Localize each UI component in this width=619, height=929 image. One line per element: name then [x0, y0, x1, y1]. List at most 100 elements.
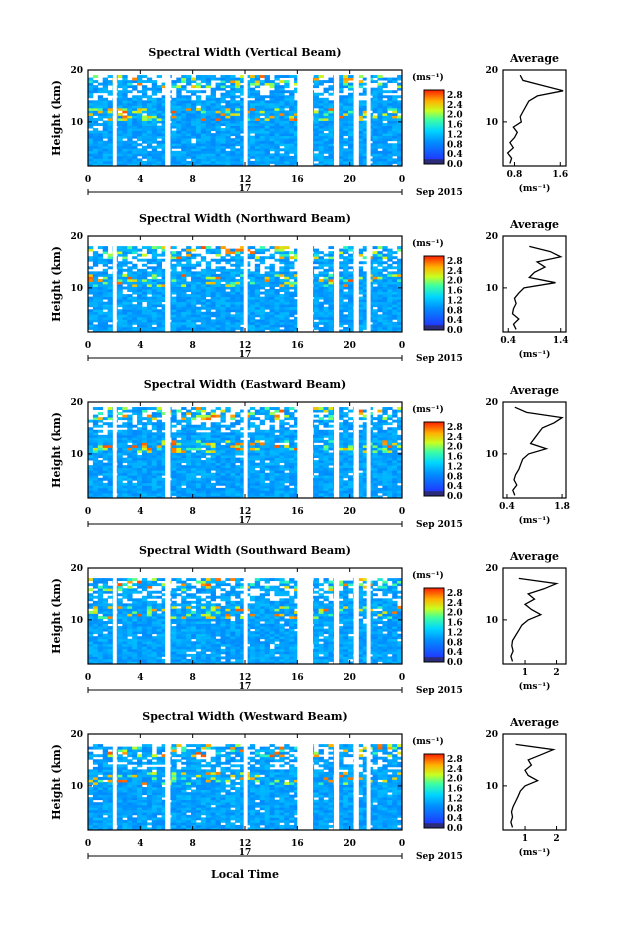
heatmap-cell — [220, 470, 226, 474]
heatmap-cell — [141, 120, 148, 124]
heatmap-cell — [377, 130, 383, 134]
heatmap-cell — [195, 82, 202, 86]
heatmap-cell — [279, 480, 285, 484]
heatmap-cell — [137, 135, 143, 139]
heatmap-cell — [294, 495, 300, 499]
heatmap-cell — [245, 273, 251, 277]
heatmap-cell — [102, 487, 109, 491]
heatmap-cell — [127, 329, 133, 333]
heatmap-cell — [235, 82, 241, 86]
heatmap-cell — [161, 289, 167, 292]
heatmap-cell — [210, 326, 216, 330]
heatmap-cell — [107, 329, 113, 333]
heatmap-cell — [392, 492, 398, 496]
heatmap-cell — [274, 251, 280, 255]
heatmap-cell — [338, 130, 344, 134]
heatmap-cell — [343, 296, 349, 300]
heatmap-cell — [377, 294, 383, 298]
heatmap-cell — [181, 248, 187, 252]
heatmap-cell — [186, 289, 192, 292]
heatmap-cell — [102, 284, 109, 287]
colorbar-tick-label: 1.2 — [447, 130, 463, 140]
heatmap-cell — [235, 123, 241, 126]
heatmap-cell — [279, 289, 285, 292]
heatmap-cell — [122, 163, 128, 167]
heatmap-cell — [284, 326, 290, 330]
heatmap-cell — [249, 276, 256, 280]
heatmap-cell — [146, 258, 153, 262]
heatmap-cell — [132, 276, 138, 280]
heatmap-cell — [92, 128, 99, 132]
heatmap-cell — [205, 246, 212, 250]
heatmap-cell — [141, 324, 148, 328]
heatmap-cell — [387, 263, 393, 267]
heatmap-cell — [328, 286, 334, 290]
heatmap-cell — [230, 329, 236, 333]
heatmap-cell — [210, 145, 216, 149]
heatmap-cell — [151, 304, 158, 308]
x-axis-label: Local Time — [211, 868, 279, 881]
heatmap-cell — [122, 92, 128, 96]
heatmap-cell — [362, 105, 369, 109]
heatmap-cell — [294, 470, 300, 474]
heatmap-cell — [97, 160, 104, 164]
heatmap-cell — [141, 326, 148, 330]
heatmap-cell — [372, 286, 378, 290]
heatmap-cell — [220, 480, 226, 484]
heatmap-cell — [220, 135, 226, 139]
heatmap-cell — [328, 492, 334, 496]
heatmap-cells — [88, 75, 403, 167]
heatmap-cell — [387, 480, 393, 484]
heatmap-cell — [210, 281, 216, 285]
heatmap-cell — [249, 160, 256, 164]
heatmap-cell — [397, 306, 403, 310]
heatmap-cell — [191, 309, 197, 313]
heatmap-cell — [284, 90, 290, 94]
heatmap-cell — [235, 475, 241, 479]
heatmap-cell — [259, 153, 266, 157]
heatmap-cell — [205, 128, 212, 132]
heatmap-cell — [230, 462, 236, 466]
heatmap-cell — [191, 306, 197, 310]
heatmap-cell — [382, 485, 388, 489]
heatmap-cell — [377, 87, 383, 91]
heatmap-cell — [191, 110, 197, 114]
heatmap-cell — [225, 123, 231, 126]
heatmap-cell — [338, 271, 344, 275]
heatmap-cell — [254, 155, 261, 159]
heatmap-cell — [245, 253, 251, 257]
heatmap-cell — [97, 485, 104, 489]
heatmap-cell — [235, 251, 241, 255]
heatmap-cell — [348, 301, 354, 305]
heatmap-cell — [279, 155, 285, 159]
heatmap-cell — [127, 143, 133, 147]
heatmap-cell — [382, 95, 388, 99]
heatmap-cell — [151, 316, 158, 320]
heatmap-cell — [195, 314, 202, 318]
heatmap-cell — [132, 284, 138, 287]
heatmap-cell — [141, 163, 148, 167]
heatmap-cell — [151, 276, 158, 280]
heatmap-cell — [210, 77, 216, 81]
heatmap-cell — [343, 133, 349, 137]
heatmap-cell — [279, 457, 285, 461]
heatmap-cell — [240, 492, 246, 496]
heatmap-cell — [372, 135, 378, 139]
heatmap-cell — [294, 477, 300, 481]
heatmap-cell — [97, 284, 104, 287]
heatmap-cell — [274, 276, 280, 280]
heatmap-cell — [372, 123, 378, 126]
heatmap-cell — [387, 472, 393, 476]
heatmap-cell — [215, 115, 221, 119]
heatmap-cell — [181, 311, 187, 315]
heatmap-cell — [387, 133, 393, 137]
heatmap-cell — [151, 90, 158, 94]
heatmap-cell — [294, 490, 300, 494]
heatmap-cell — [264, 273, 270, 277]
heatmap-cell — [122, 268, 128, 272]
heatmap-cell — [146, 492, 153, 496]
heatmap-cell — [92, 273, 99, 277]
heatmap-cell — [264, 472, 270, 476]
heatmap-cell — [146, 246, 153, 250]
heatmap-cell — [146, 460, 153, 464]
